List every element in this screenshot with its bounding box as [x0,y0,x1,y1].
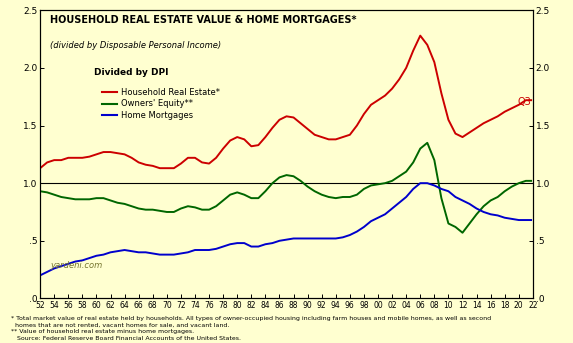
Text: Source: Federal Reserve Board Financial Accounts of the United States.: Source: Federal Reserve Board Financial … [11,335,241,341]
Text: homes that are not rented, vacant homes for sale, and vacant land.: homes that are not rented, vacant homes … [11,322,230,328]
Text: * Total market value of real estate held by households. All types of owner-occup: * Total market value of real estate held… [11,316,492,321]
Text: Divided by DPI: Divided by DPI [95,68,169,77]
Legend: Household Real Estate*, Owners' Equity**, Home Mortgages: Household Real Estate*, Owners' Equity**… [99,85,223,123]
Text: Q3: Q3 [517,97,531,107]
Text: ** Value of household real estate minus home mortgages.: ** Value of household real estate minus … [11,329,195,334]
Text: (divided by Disposable Personal Income): (divided by Disposable Personal Income) [50,40,221,49]
Text: yardeni.com: yardeni.com [50,261,102,270]
Text: HOUSEHOLD REAL ESTATE VALUE & HOME MORTGAGES*: HOUSEHOLD REAL ESTATE VALUE & HOME MORTG… [50,15,356,25]
